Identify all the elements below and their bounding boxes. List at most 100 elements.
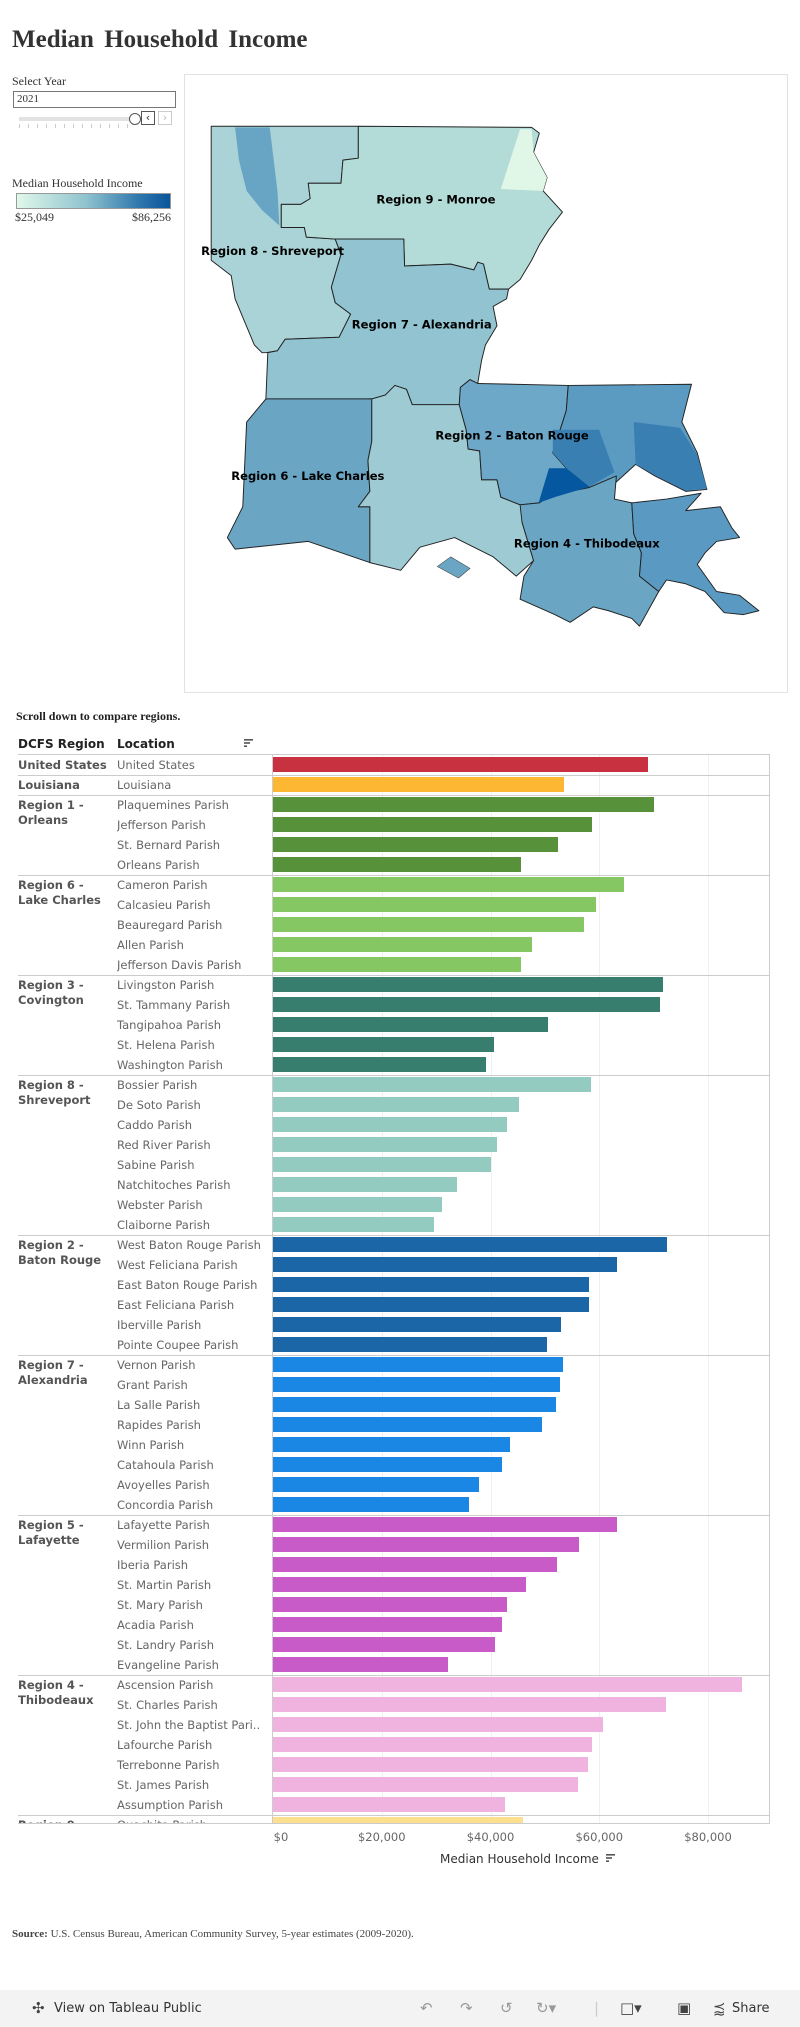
- income-bar[interactable]: [273, 1317, 562, 1332]
- view-on-tableau-link[interactable]: View on Tableau Public: [54, 2001, 202, 2016]
- table-row[interactable]: St. James Parish: [18, 1775, 769, 1795]
- table-row[interactable]: Terrebonne Parish: [18, 1755, 769, 1775]
- income-bar[interactable]: [273, 1277, 590, 1292]
- chevron-right-icon[interactable]: ›: [158, 111, 172, 125]
- table-row[interactable]: United States: [18, 755, 769, 775]
- income-bar[interactable]: [273, 1257, 618, 1272]
- income-bar[interactable]: [273, 917, 585, 932]
- fullscreen-icon[interactable]: ▣: [677, 1999, 692, 2017]
- income-bar[interactable]: [273, 1097, 520, 1112]
- table-row[interactable]: Natchitoches Parish: [18, 1175, 769, 1195]
- table-row[interactable]: Calcasieu Parish: [18, 895, 769, 915]
- income-bar[interactable]: [273, 1457, 502, 1472]
- table-row[interactable]: Ouachita Parish: [18, 1815, 769, 1824]
- table-row[interactable]: Ascension Parish: [18, 1675, 769, 1695]
- redo-icon[interactable]: ↷: [460, 1999, 473, 2017]
- income-bar[interactable]: [273, 1437, 511, 1452]
- income-bar[interactable]: [273, 1177, 457, 1192]
- year-slider-track[interactable]: [19, 117, 134, 121]
- income-bar[interactable]: [273, 937, 533, 952]
- chevron-left-icon[interactable]: ‹: [141, 111, 155, 125]
- income-bar[interactable]: [273, 757, 649, 772]
- income-bar[interactable]: [273, 1737, 592, 1752]
- map-region-1[interactable]: [631, 492, 760, 616]
- table-row[interactable]: St. Bernard Parish: [18, 835, 769, 855]
- map-parish-caddo[interactable]: [235, 127, 280, 226]
- income-bar[interactable]: [273, 1057, 487, 1072]
- table-row[interactable]: Louisiana: [18, 775, 769, 795]
- table-row[interactable]: West Feliciana Parish: [18, 1255, 769, 1275]
- income-bar[interactable]: [273, 1597, 508, 1612]
- download-icon[interactable]: □▾: [620, 1999, 642, 2017]
- table-row[interactable]: Pointe Coupee Parish: [18, 1335, 769, 1355]
- income-bar[interactable]: [273, 1557, 558, 1572]
- table-row[interactable]: Caddo Parish: [18, 1115, 769, 1135]
- map-region-4[interactable]: [519, 475, 660, 627]
- table-row[interactable]: De Soto Parish: [18, 1095, 769, 1115]
- income-bar[interactable]: [273, 877, 624, 892]
- table-row[interactable]: Evangeline Parish: [18, 1655, 769, 1675]
- income-bar[interactable]: [273, 1797, 505, 1812]
- income-bar[interactable]: [273, 1017, 549, 1032]
- map-island[interactable]: [436, 556, 471, 579]
- table-row[interactable]: Lafourche Parish: [18, 1735, 769, 1755]
- income-bar[interactable]: [273, 1137, 498, 1152]
- map-parish-st-tammany[interactable]: [633, 422, 707, 491]
- table-row[interactable]: Rapides Parish: [18, 1415, 769, 1435]
- table-row[interactable]: Livingston Parish: [18, 975, 769, 995]
- table-row[interactable]: St. Martin Parish: [18, 1575, 769, 1595]
- table-row[interactable]: Lafayette Parish: [18, 1515, 769, 1535]
- table-row[interactable]: Iberia Parish: [18, 1555, 769, 1575]
- table-row[interactable]: Assumption Parish: [18, 1795, 769, 1815]
- bar-chart-table[interactable]: United States United States Louisiana Louis…: [18, 754, 770, 1824]
- map-parish-livingston[interactable]: [552, 429, 615, 487]
- table-row[interactable]: St. Charles Parish: [18, 1695, 769, 1715]
- income-bar[interactable]: [273, 1117, 508, 1132]
- table-row[interactable]: Catahoula Parish: [18, 1455, 769, 1475]
- map-parish-ne[interactable]: [500, 129, 548, 191]
- income-bar[interactable]: [273, 1477, 480, 1492]
- table-row[interactable]: Orleans Parish: [18, 855, 769, 875]
- income-bar[interactable]: [273, 1497, 469, 1512]
- table-row[interactable]: Winn Parish: [18, 1435, 769, 1455]
- table-row[interactable]: Red River Parish: [18, 1135, 769, 1155]
- table-row[interactable]: Webster Parish: [18, 1195, 769, 1215]
- table-row[interactable]: St. Tammany Parish: [18, 995, 769, 1015]
- income-bar[interactable]: [273, 1377, 561, 1392]
- income-bar[interactable]: [273, 1297, 590, 1312]
- income-bar[interactable]: [273, 797, 654, 812]
- table-row[interactable]: Iberville Parish: [18, 1315, 769, 1335]
- table-row[interactable]: La Salle Parish: [18, 1395, 769, 1415]
- table-row[interactable]: Grant Parish: [18, 1375, 769, 1395]
- header-dcfs-region[interactable]: DCFS Region: [18, 737, 105, 751]
- table-row[interactable]: Washington Parish: [18, 1055, 769, 1075]
- header-location[interactable]: Location: [117, 737, 175, 751]
- share-icon[interactable]: ⪷: [713, 1999, 726, 2017]
- income-bar[interactable]: [273, 1697, 666, 1712]
- income-bar[interactable]: [273, 1417, 543, 1432]
- income-bar[interactable]: [273, 957, 521, 972]
- share-button[interactable]: Share: [732, 2001, 770, 2016]
- table-row[interactable]: West Baton Rouge Parish: [18, 1235, 769, 1255]
- table-row[interactable]: Allen Parish: [18, 935, 769, 955]
- income-bar[interactable]: [273, 817, 593, 832]
- income-bar[interactable]: [273, 837, 559, 852]
- income-bar[interactable]: [273, 1817, 523, 1824]
- table-row[interactable]: Tangipahoa Parish: [18, 1015, 769, 1035]
- income-bar[interactable]: [273, 1217, 434, 1232]
- table-row[interactable]: Vermilion Parish: [18, 1535, 769, 1555]
- income-bar[interactable]: [273, 1717, 603, 1732]
- income-bar[interactable]: [273, 1397, 557, 1412]
- table-row[interactable]: St. Helena Parish: [18, 1035, 769, 1055]
- table-row[interactable]: Acadia Parish: [18, 1615, 769, 1635]
- income-bar[interactable]: [273, 1237, 667, 1252]
- income-bar[interactable]: [273, 1157, 491, 1172]
- undo-icon[interactable]: ↶: [420, 1999, 433, 2017]
- table-row[interactable]: St. Mary Parish: [18, 1595, 769, 1615]
- income-bar[interactable]: [273, 1757, 589, 1772]
- income-bar[interactable]: [273, 1537, 580, 1552]
- x-axis-title[interactable]: Median Household Income: [440, 1852, 616, 1866]
- income-bar[interactable]: [273, 1517, 617, 1532]
- income-bar[interactable]: [273, 1677, 743, 1692]
- refresh-icon[interactable]: ↻▾: [536, 1999, 557, 2017]
